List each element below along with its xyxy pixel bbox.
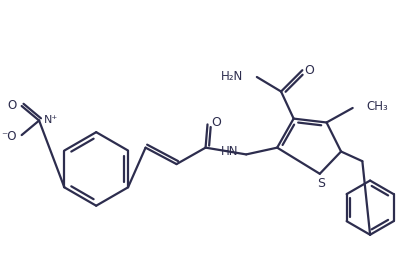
Text: CH₃: CH₃: [366, 99, 388, 113]
Text: HN: HN: [221, 145, 238, 158]
Text: S: S: [317, 177, 325, 190]
Text: ⁻O: ⁻O: [1, 130, 17, 142]
Text: O: O: [211, 116, 221, 129]
Text: O: O: [7, 99, 17, 112]
Text: H₂N: H₂N: [221, 70, 243, 84]
Text: O: O: [304, 64, 314, 77]
Text: N⁺: N⁺: [44, 115, 58, 125]
